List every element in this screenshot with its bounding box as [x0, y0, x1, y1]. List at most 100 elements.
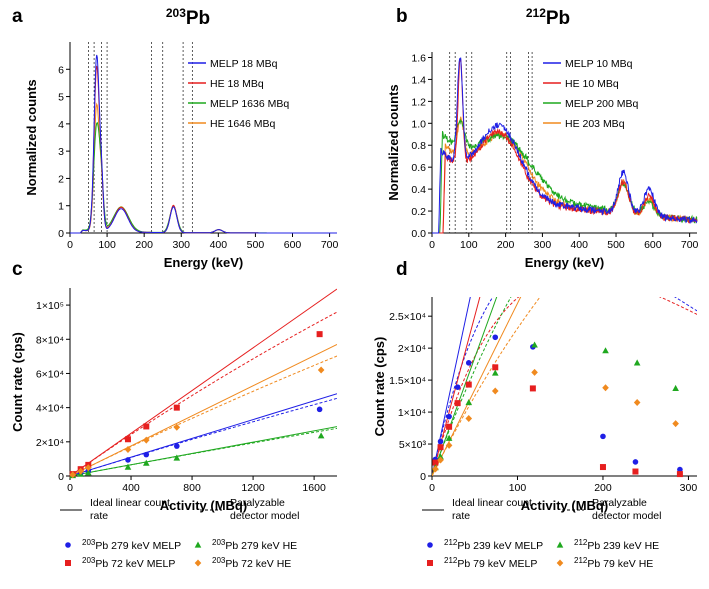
data-point [529, 385, 536, 392]
x-tick-label: 100 [460, 239, 478, 251]
legend-entry-text: Pb 239 keV HE [587, 540, 659, 552]
x-axis-label: Energy (keV) [164, 255, 243, 270]
legend-ideal-label: Ideal linear count rate [90, 497, 170, 522]
y-tick-label: 1×10⁴ [398, 407, 426, 419]
legend: MELP 18 MBq HE 18 MBq MELP 1636 MBq HE 1646… [188, 58, 289, 130]
data-point [445, 434, 453, 441]
x-axis-label: Energy (keV) [525, 255, 604, 270]
x-tick-label: 300 [534, 239, 552, 251]
legend-paralyzable-line1: Paralyzable [592, 497, 647, 509]
data-point [446, 413, 452, 420]
data-point [492, 364, 499, 371]
data-point [633, 398, 641, 406]
y-tick-label: 3 [58, 146, 64, 158]
x-tick-label: 0 [67, 239, 73, 251]
y-tick-label: 8×10⁴ [36, 334, 64, 346]
spectrum-line [432, 118, 698, 234]
x-axis-label: Activity (MBq) [160, 498, 247, 513]
spectrum-line [432, 59, 698, 234]
data-point [672, 420, 679, 428]
y-tick-label: 1×10⁵ [36, 300, 64, 312]
data-point [173, 423, 181, 431]
legend: MELP 10 MBq HE 10 MBq MELP 200 MBq HE 203 M… [543, 58, 639, 130]
legend-entry-sup: 203 [212, 538, 226, 547]
data-point [317, 432, 325, 439]
y-axis-label: Count rate (cps) [372, 337, 387, 437]
data-point [124, 463, 132, 470]
spectrum-line [432, 57, 698, 234]
data-point [491, 387, 499, 395]
legend-entry-sup: 212 [444, 538, 458, 547]
y-axis-label: Count rate (cps) [10, 332, 25, 432]
data-point [676, 471, 683, 478]
paralyzable-curve [70, 311, 337, 476]
x-tick-label: 100 [509, 482, 527, 494]
data-point [124, 436, 131, 443]
legend-entry: 212Pb 79 keV MELP [444, 556, 537, 570]
data-point [437, 453, 444, 460]
legend-marker [556, 541, 564, 548]
legend-entry: MELP 200 MBq [565, 98, 639, 110]
legend-paralyzable-line1: Paralyzable [230, 497, 285, 509]
y-tick-label: 1.5×10⁴ [389, 375, 426, 387]
y-tick-label: 0.0 [411, 228, 426, 240]
y-tick-label: 0.6 [411, 162, 426, 174]
legend-entry-text: Pb 79 keV MELP [457, 558, 537, 570]
data-point [633, 359, 641, 366]
x-tick-label: 700 [681, 239, 699, 251]
legend-entry: MELP 10 MBq [565, 58, 633, 70]
legend-entry: 203Pb 72 keV HE [212, 556, 291, 570]
legend-entry-text: Pb 79 keV HE [587, 558, 653, 570]
y-tick-label: 6 [58, 64, 64, 76]
data-point [432, 465, 439, 473]
data-point [454, 400, 461, 407]
data-point [446, 423, 453, 430]
x-tick-label: 400 [570, 239, 588, 251]
data-point [437, 438, 444, 445]
paralyzable-curve [70, 427, 337, 476]
legend-entry: HE 18 MBq [210, 78, 264, 90]
legend-entry-text: Pb 72 keV HE [225, 558, 291, 570]
ideal-linear-line [432, 297, 522, 476]
ideal-linear-line [432, 297, 498, 476]
y-tick-label: 0 [58, 471, 64, 483]
panel-letter: d [396, 259, 408, 280]
data-point [437, 456, 444, 464]
legend-paralyzable-line2: detector model [230, 510, 299, 522]
data-point [465, 360, 472, 366]
y-tick-label: 2×10⁴ [398, 343, 426, 355]
title-element: Pb [186, 8, 210, 29]
legend-entry: HE 1646 MBq [210, 118, 276, 130]
x-tick-label: 400 [122, 482, 140, 494]
data-point [316, 406, 323, 413]
data-point [602, 347, 609, 354]
legend-marker [556, 559, 564, 567]
data-point [632, 468, 639, 475]
data-point [173, 404, 180, 411]
data-point [77, 467, 84, 475]
data-point [531, 341, 538, 348]
data-point [69, 471, 77, 479]
legend-entry-text: Pb 279 keV MELP [95, 540, 181, 552]
panel-letter: c [12, 259, 23, 280]
data-point [632, 459, 639, 465]
data-point [454, 384, 461, 390]
legend: Ideal linear count rate Paralyzable detecto… [60, 497, 299, 570]
title-element: Pb [546, 8, 570, 29]
data-point [316, 331, 323, 338]
legend-paralyzable-label: Paralyzable detector model [592, 497, 661, 522]
legend-entry-text: Pb 279 keV HE [225, 540, 297, 552]
paralyzable-curve [432, 297, 697, 476]
data-point [85, 469, 92, 476]
panel-letter: a [12, 6, 23, 27]
x-tick-label: 1200 [241, 482, 265, 494]
legend-entry: 212Pb 239 keV HE [574, 538, 659, 552]
chart-title: 212Pb [526, 6, 570, 29]
legend-paralyzable-line2: detector model [592, 510, 661, 522]
chart-title: 203Pb [166, 6, 210, 29]
ideal-linear-line [70, 288, 337, 476]
data-point [599, 464, 606, 471]
legend-marker [427, 542, 433, 548]
legend-marker [427, 560, 433, 566]
legend-entry: 203Pb 279 keV HE [212, 538, 297, 552]
